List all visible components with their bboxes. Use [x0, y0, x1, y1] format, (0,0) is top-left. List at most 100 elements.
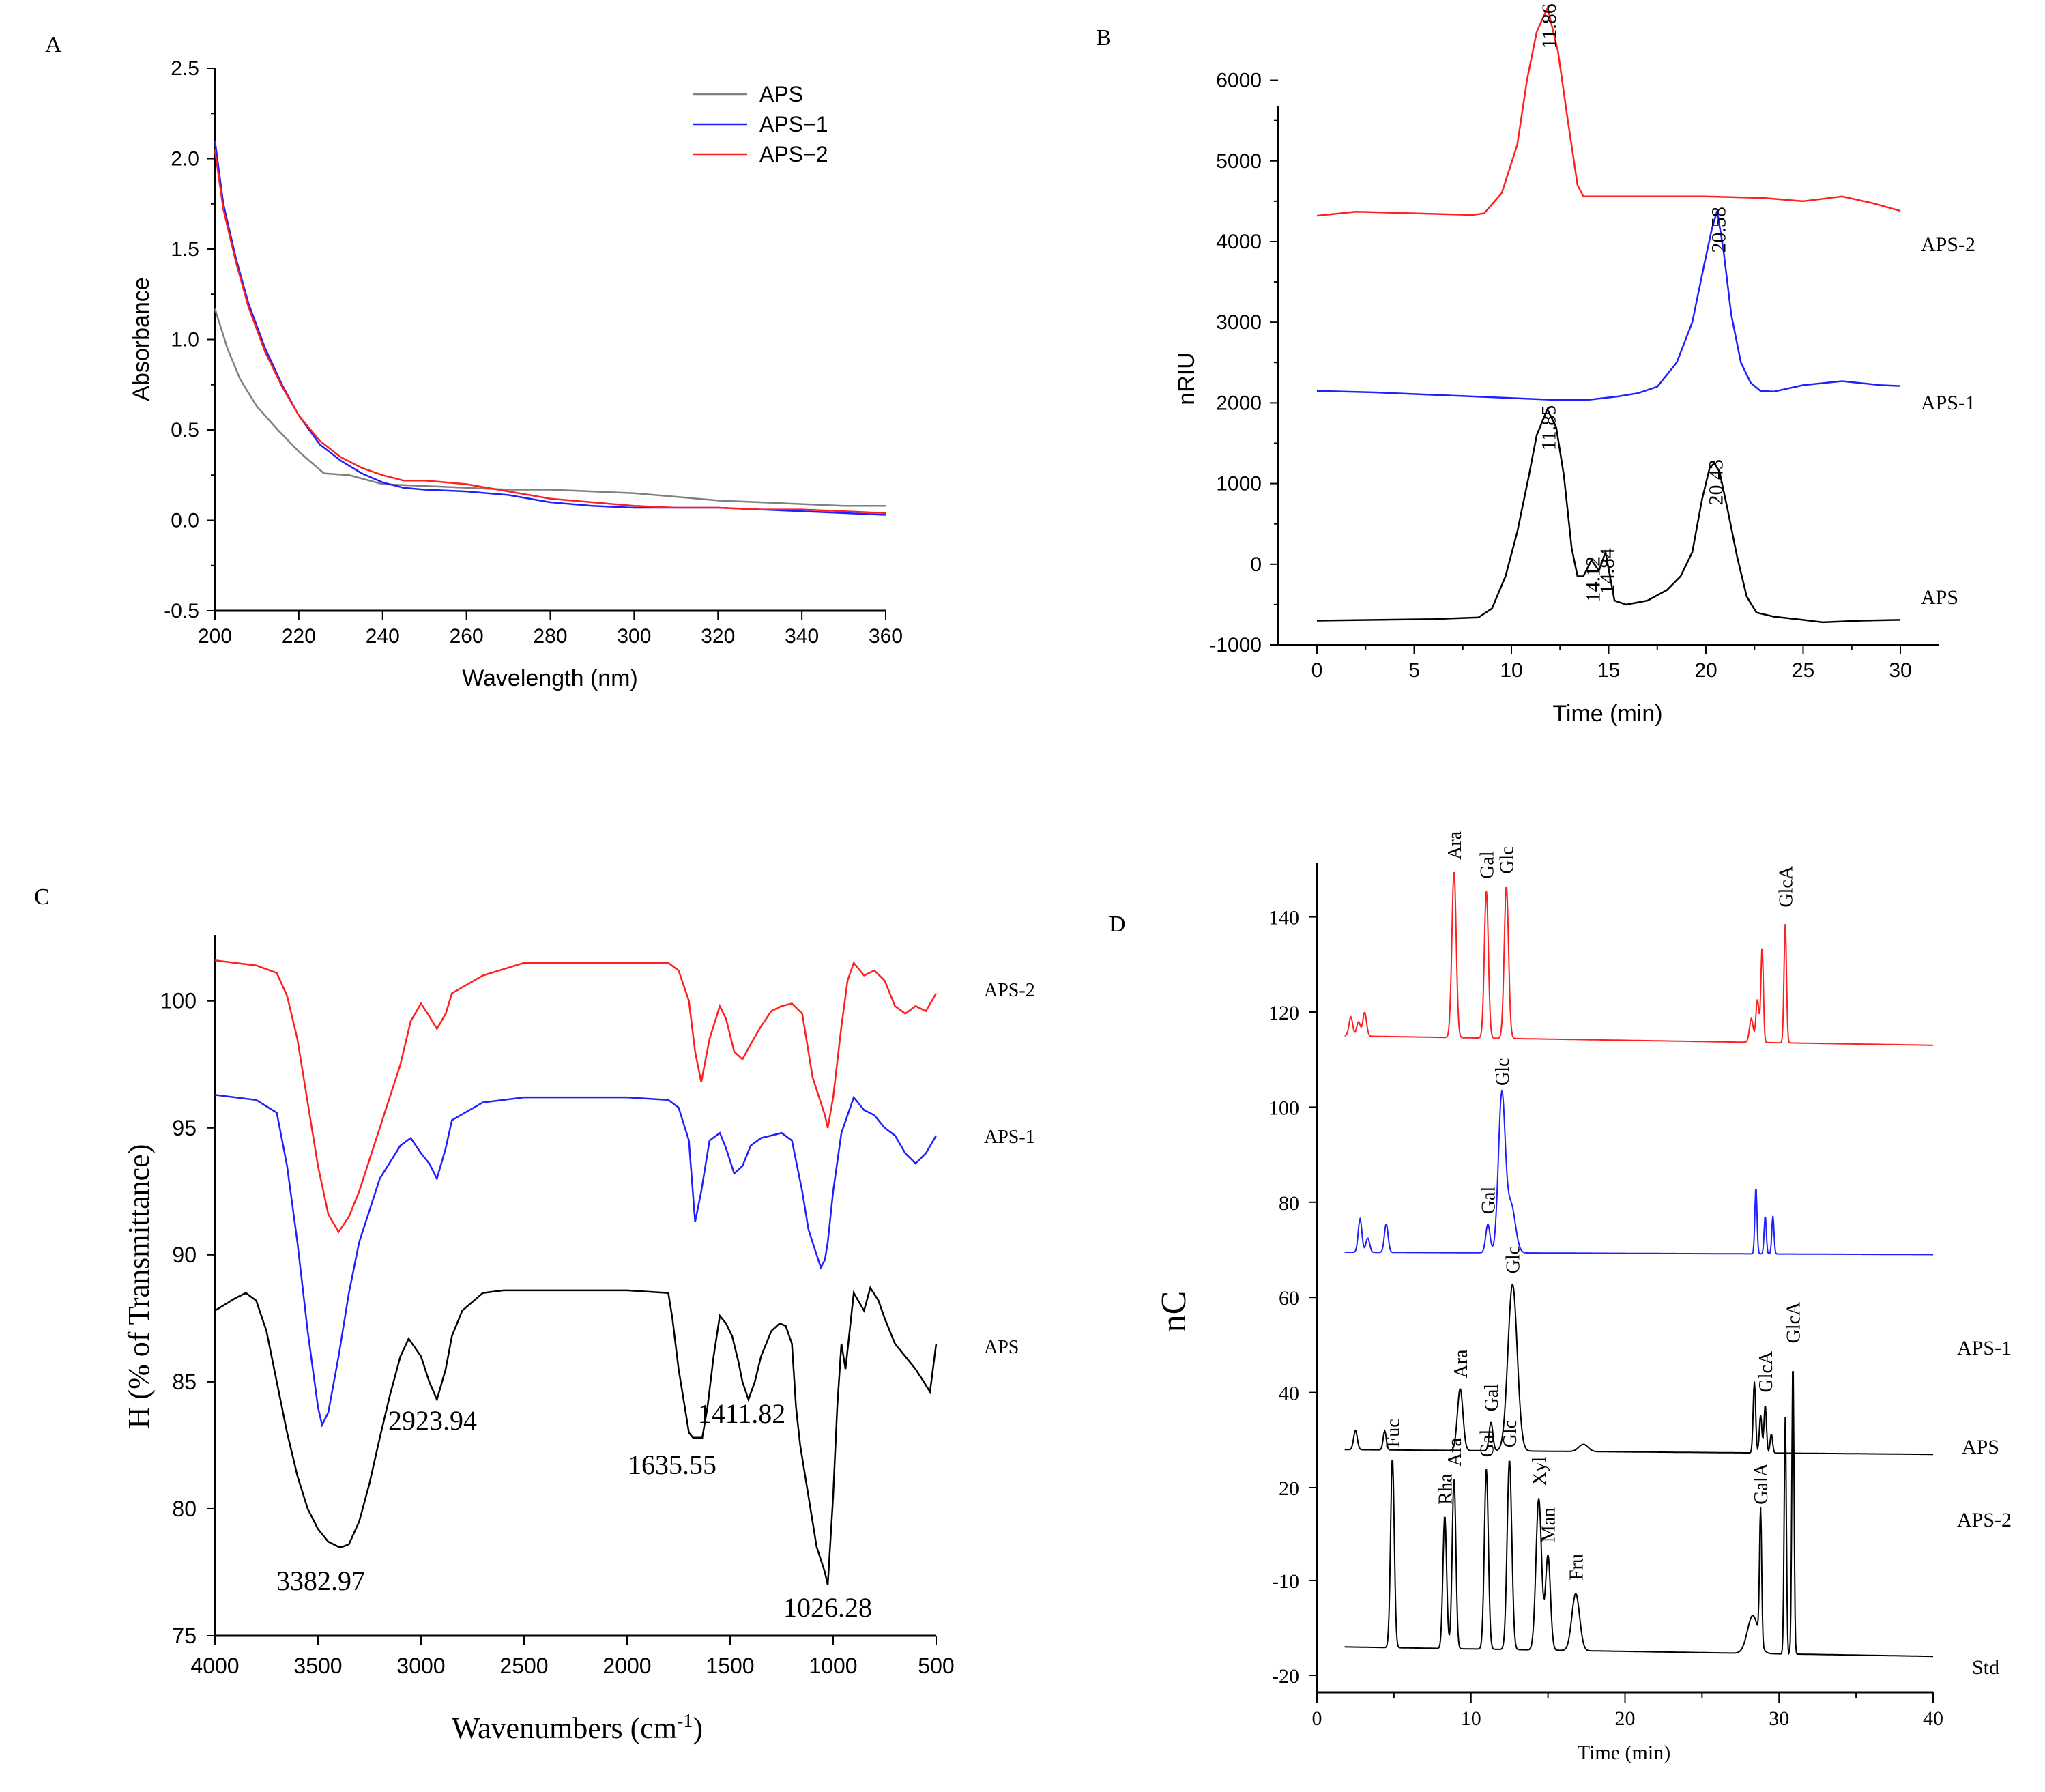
panel-a-y-tick-label: 0.0 [171, 510, 199, 532]
panel-d-peak-label: Glc [1503, 1246, 1524, 1273]
panel-d-series-label: APS [1962, 1436, 1999, 1458]
panel-b-y-tick-label: 4000 [1216, 231, 1262, 253]
panel-a-x-tick-label: 340 [785, 625, 819, 648]
panel-d-peak-label: GlcA [1775, 865, 1797, 907]
panel-b-series-aps-2 [1316, 5, 1901, 217]
panel-d-series-label: Std [1972, 1656, 1999, 1679]
panel-d-x-tick-label: 20 [1615, 1707, 1636, 1730]
panel-d-peak-label: Gal [1477, 851, 1498, 879]
panel-b-y-tick-label: 6000 [1216, 70, 1262, 92]
panel-a-x-tick-label: 300 [617, 625, 651, 648]
panel-a-legend-label: APS−2 [759, 142, 828, 167]
panel-a-letter: A [45, 32, 62, 57]
panel-a-x-tick-label: 220 [282, 625, 316, 648]
panel-d-peak-label: Fuc [1383, 1419, 1404, 1447]
panel-b-series-label: APS-1 [1921, 392, 1975, 414]
panel-a-y-tick-label: -0.5 [164, 600, 199, 622]
panel-c-y-tick-label: 90 [172, 1243, 197, 1267]
panel-c-x-tick-label: 3000 [396, 1653, 445, 1678]
panel-c-x-tick-label: 3500 [293, 1653, 342, 1678]
panel-a-y-label: Absorbance [128, 277, 154, 401]
panel-a-y-tick-label: 0.5 [171, 419, 199, 442]
panel-b-letter: B [1096, 25, 1112, 50]
panel-d-peak-label: Man [1539, 1507, 1560, 1542]
panel-c-x-tick-label: 500 [918, 1653, 954, 1678]
panel-a-x-tick-label: 360 [869, 625, 903, 648]
panel-b-x-tick-label: 10 [1500, 659, 1522, 682]
panel-a-x-tick-label: 200 [198, 625, 232, 648]
panel-d-peak-label: Ara [1445, 830, 1466, 860]
panel-c: C 4000 3500 3000 2500 2000 1500 1000 500 75 80 85… [34, 884, 1035, 1745]
panel-d-peak-label: Gal [1481, 1384, 1503, 1412]
panel-b-peak-label: 11.86 [1538, 3, 1561, 48]
panel-d-peak-label: GalA [1751, 1462, 1772, 1504]
panel-b-series-aps-1 [1316, 210, 1901, 401]
panel-d-y-tick-label: 40 [1279, 1383, 1299, 1405]
panel-b-y-tick-label: 1000 [1216, 473, 1262, 495]
panel-b-series-label: APS-2 [1921, 233, 1975, 256]
panel-c-series-aps-2 [214, 959, 938, 1234]
panel-c-x-tick-label: 1500 [706, 1653, 754, 1678]
panel-b-x-tick-label: 5 [1408, 659, 1420, 682]
panel-c-series-aps [214, 1286, 938, 1585]
panel-b-peak-label: 20.43 [1705, 459, 1727, 506]
panel-c-y-tick-label: 85 [172, 1370, 197, 1394]
panel-d-y-tick-label: 80 [1279, 1192, 1299, 1215]
panel-b-y-label: nRIU [1174, 352, 1200, 405]
panel-d-peak-label: Xyl [1529, 1457, 1550, 1486]
panel-c-y-label: H (% of Transmittance) [122, 1144, 156, 1429]
panel-a-x-tick-label: 260 [450, 625, 484, 648]
panel-d-peak-label: Glc [1497, 846, 1518, 873]
panel-d-y-tick-label: 120 [1268, 1002, 1299, 1024]
panel-d-y-tick-label: 140 [1268, 907, 1299, 929]
panel-a-y-tick-label: 1.0 [171, 329, 199, 351]
panel-d-peak-label: Ara [1451, 1349, 1472, 1378]
panel-c-y-tick-label: 75 [172, 1623, 197, 1648]
panel-c-y-tick-label: 95 [172, 1116, 197, 1140]
panel-b-peak-label: 20.58 [1708, 207, 1730, 253]
panel-b-y-tick-label: -1000 [1209, 634, 1262, 656]
panel-d-peak-label: Glc [1492, 1058, 1513, 1086]
panel-c-series-label: APS [984, 1337, 1019, 1358]
panel-c-peak-annotation: 1635.55 [628, 1449, 716, 1480]
panel-d-x-tick-label: 10 [1461, 1707, 1481, 1730]
panel-d-peak-label: Ara [1445, 1438, 1466, 1467]
panel-b-x-tick-label: 0 [1311, 659, 1323, 682]
panel-b-x-tick-label: 30 [1889, 659, 1911, 682]
panel-c-series-aps-1 [214, 1094, 938, 1428]
panel-d-y-tick-label: 20 [1279, 1477, 1299, 1500]
panel-b-x-label: Time (min) [1552, 701, 1662, 727]
panel-d-peak-label: Glc [1500, 1420, 1521, 1447]
panel-c-series-label: APS-2 [984, 980, 1035, 1001]
panel-b-x-tick-label: 25 [1792, 659, 1814, 682]
panel-a-legend: APS APS−1 APS−2 [693, 82, 828, 167]
panel-b-series-label: APS [1921, 586, 1958, 609]
panel-d-peak-label: Gal [1477, 1430, 1498, 1458]
panel-d-x-tick-label: 0 [1312, 1707, 1322, 1730]
panel-b-peak-label: 11.85 [1538, 405, 1561, 450]
panel-d-y-tick-label: -10 [1272, 1570, 1299, 1593]
panel-d-peak-label: GlcA [1784, 1301, 1805, 1343]
panel-b-x-tick-label: 20 [1694, 659, 1717, 682]
panel-d-peak-label: Gal [1479, 1187, 1500, 1215]
panel-a-y-tick-label: 1.5 [171, 238, 199, 261]
panel-d-y-tick-label: 60 [1279, 1287, 1299, 1310]
panel-a-y-tick-label: 2.0 [171, 148, 199, 171]
panel-b-peak-label: 14.84 [1596, 548, 1619, 594]
panel-d-x-tick-label: 30 [1769, 1707, 1789, 1730]
panel-c-peak-annotation: 1411.82 [698, 1398, 786, 1429]
panel-d-series-aps-1 [1344, 1089, 1933, 1256]
panel-d-peak-label: GlcA [1756, 1350, 1777, 1392]
panel-d-series-label: APS-1 [1957, 1337, 2012, 1359]
panel-d-series-aps-2 [1344, 872, 1933, 1046]
panel-d-peak-label: Rha [1435, 1473, 1456, 1505]
panel-c-x-tick-label: 1000 [809, 1653, 857, 1678]
panel-d-series-std [1344, 1371, 1933, 1658]
panel-c-x-tick-label: 4000 [190, 1653, 239, 1678]
panel-d-series-aps [1344, 1284, 1933, 1456]
panel-d-y-label: nC [1155, 1291, 1193, 1333]
panel-a-y-tick-label: 2.5 [171, 57, 199, 80]
panel-a-series-aps-1 [214, 140, 886, 516]
panel-d-y-tick-label: 100 [1268, 1097, 1299, 1119]
